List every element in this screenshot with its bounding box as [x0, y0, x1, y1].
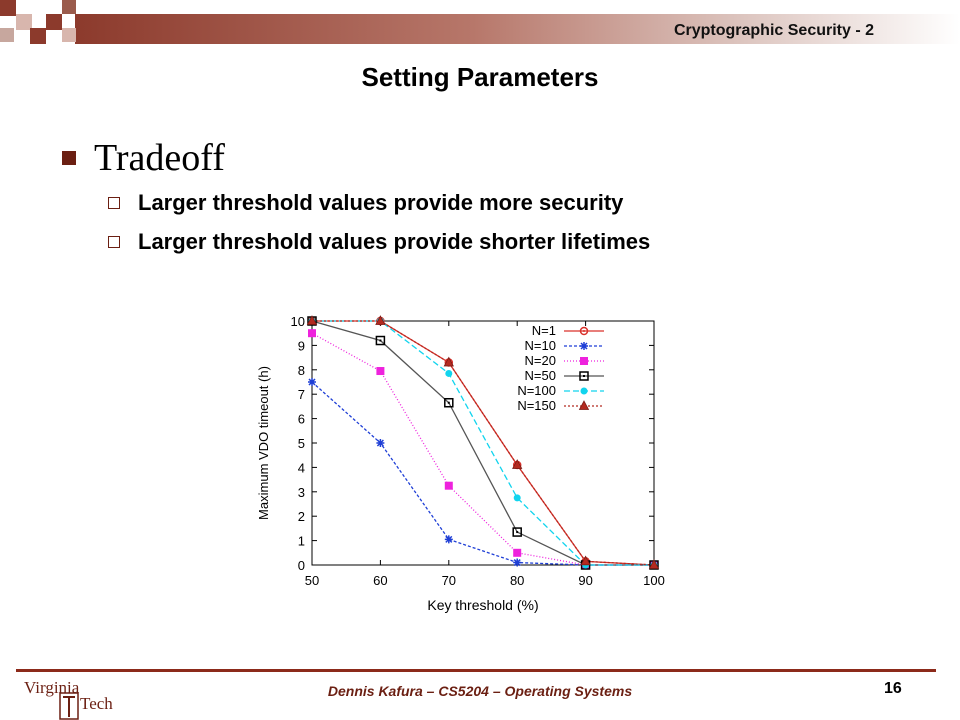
legend-marker — [580, 387, 588, 395]
data-point-N=150 — [512, 459, 523, 469]
legend-marker — [578, 400, 590, 410]
main-bullet: Tradeoff — [62, 136, 225, 180]
y-tick-label: 9 — [298, 338, 305, 353]
series-line-N=10 — [311, 381, 654, 566]
virginia-tech-logo: Virginia Tech — [24, 678, 113, 720]
x-tick-label: 60 — [373, 573, 387, 588]
logo-square-2 — [16, 14, 32, 30]
data-point-N=10 — [444, 535, 453, 544]
legend-marker — [580, 357, 588, 365]
data-point-N=20 — [376, 367, 385, 376]
data-point-N=20 — [444, 481, 453, 490]
sub-bullet-1: Larger threshold values provide more sec… — [108, 190, 623, 216]
hollow-square-bullet-icon — [108, 197, 120, 209]
data-point-N=50-center — [379, 339, 382, 342]
data-point-N=150 — [580, 555, 591, 566]
legend-label: N=100 — [517, 383, 556, 398]
bullet-square-icon — [62, 151, 76, 165]
legend-label: N=10 — [525, 338, 556, 353]
x-tick-label: 100 — [643, 573, 665, 588]
y-tick-label: 0 — [298, 558, 305, 573]
data-point-N=10 — [308, 378, 316, 386]
footer-divider — [16, 669, 936, 672]
logo-square-4 — [46, 14, 62, 30]
logo-square-5 — [62, 0, 76, 14]
data-point-N=20 — [513, 548, 522, 557]
logo-square-7 — [30, 28, 46, 44]
y-tick-label: 4 — [298, 460, 305, 475]
legend-label: N=1 — [532, 323, 556, 338]
hollow-square-bullet-icon — [108, 236, 120, 248]
course-label: Cryptographic Security - 2 — [673, 22, 874, 39]
data-point-N=10 — [513, 558, 522, 567]
logo-text-tech: Tech — [80, 694, 113, 713]
data-point-N=50 — [444, 397, 454, 408]
data-point-N=10 — [376, 439, 385, 447]
legend-marker — [579, 371, 589, 381]
logo-square-6 — [0, 28, 14, 42]
line-chart: 0 1 2 3 4 5 6 7 8 9 10 50 60 70 80 90 100 Key threshold (… — [240, 305, 680, 620]
y-tick-label: 7 — [298, 387, 305, 402]
series-line-N=150 — [312, 320, 655, 566]
logo-square-3 — [32, 0, 48, 16]
data-point-N=150 — [375, 315, 386, 325]
y-tick-label: 2 — [298, 509, 305, 524]
y-axis-label: Maximum VDO timeout (h) — [256, 366, 271, 520]
sub-bullet-2: Larger threshold values provide shorter … — [108, 229, 650, 255]
legend-marker — [580, 342, 588, 350]
y-tick-label: 3 — [298, 485, 305, 500]
series-line-N=50 — [311, 320, 654, 566]
y-tick-label: 10 — [291, 314, 305, 329]
y-tick-label: 6 — [298, 412, 305, 427]
x-tick-label: 90 — [578, 573, 592, 588]
data-point-N=50 — [512, 527, 522, 537]
series-line-N=20 — [311, 332, 654, 566]
line-chart-svg: 0 1 2 3 4 5 6 7 8 9 10 50 60 70 80 90 100 Key threshold (… — [256, 314, 665, 613]
data-point-N=50-center — [447, 401, 450, 404]
series-line-N=1 — [312, 320, 655, 566]
page-number: 16 — [884, 680, 902, 697]
x-tick-label: 80 — [510, 573, 524, 588]
data-point-N=150 — [306, 315, 318, 325]
data-point-N=20 — [308, 329, 316, 338]
data-point-N=100 — [513, 494, 521, 502]
y-tick-label: 8 — [298, 363, 305, 378]
x-tick-label: 70 — [442, 573, 456, 588]
legend-marker-center — [583, 330, 585, 332]
header-gradient-bar — [75, 14, 960, 44]
data-point-N=100 — [445, 369, 453, 377]
legend-label: N=50 — [525, 368, 556, 383]
y-tick-label: 5 — [298, 436, 305, 451]
x-axis-label: Key threshold (%) — [427, 597, 538, 613]
slide-title: Setting Parameters — [361, 62, 599, 92]
plot-frame — [311, 320, 655, 566]
data-point-N=150 — [648, 559, 660, 569]
y-tick-label: 1 — [298, 534, 305, 549]
data-point-N=50 — [375, 335, 386, 346]
data-point-N=150 — [443, 356, 454, 367]
logo-square-8 — [62, 28, 76, 42]
legend-label: N=150 — [517, 398, 556, 413]
sub-bullet-text: Larger threshold values provide shorter … — [138, 229, 651, 254]
legend-label: N=20 — [525, 353, 556, 368]
logo-square-1 — [0, 0, 16, 16]
x-tick-label: 50 — [305, 573, 319, 588]
main-bullet-text: Tradeoff — [94, 137, 225, 179]
footer-text: Dennis Kafura – CS5204 – Operating Syste… — [327, 683, 633, 699]
legend-marker-center — [583, 375, 585, 377]
series-line-N=100 — [312, 320, 654, 566]
sub-bullet-text: Larger threshold values provide more sec… — [138, 190, 624, 215]
legend-marker — [579, 326, 589, 336]
data-point-N=50-center — [516, 531, 519, 534]
